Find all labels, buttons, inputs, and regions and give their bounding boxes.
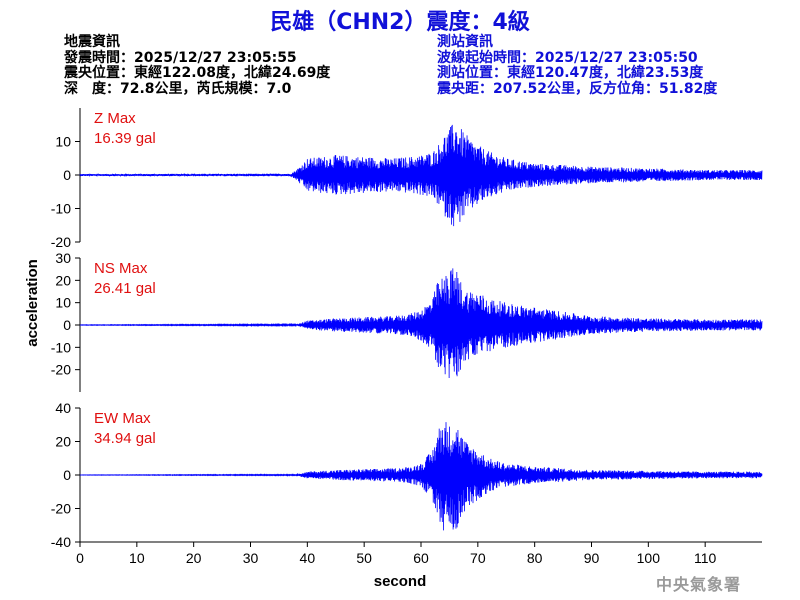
- x-tick-label: 100: [637, 550, 661, 566]
- y-axis-label: acceleration: [24, 259, 41, 347]
- y-tick-label-ew: -40: [51, 534, 71, 550]
- x-tick-label: 90: [584, 550, 600, 566]
- x-tick-label: 70: [470, 550, 486, 566]
- waveform-ew: [79, 422, 763, 531]
- y-tick-label-z: 0: [63, 167, 71, 183]
- x-tick-label: 110: [694, 550, 717, 566]
- y-tick-label-z: -10: [51, 201, 71, 217]
- x-tick-label: 0: [76, 550, 84, 566]
- origin-time: 發震時間：2025/12/27 23:05:55: [64, 49, 297, 66]
- max-value-ns: 26.41 gal: [94, 280, 156, 297]
- y-tick-label-ns: -10: [51, 339, 71, 355]
- wave-start-time: 波線起始時間：2025/12/27 23:05:50: [437, 49, 698, 66]
- y-tick-label-z: 10: [55, 134, 71, 150]
- y-tick-label-z: -20: [51, 234, 71, 250]
- x-axis-label: second: [374, 573, 427, 590]
- chart-title: 民雄（CHN2）震度：4級: [270, 10, 530, 35]
- component-label-ew: EW Max: [94, 410, 151, 427]
- y-tick-label-ew: 20: [55, 434, 71, 450]
- x-axis: 0 10 20 30 40 50 60 70 80 90 100 110: [76, 541, 762, 566]
- waveform-z: [79, 124, 763, 227]
- y-tick-label-ns: 30: [55, 250, 71, 266]
- earthquake-info-heading: 地震資訊: [64, 34, 120, 50]
- x-tick-label: 50: [356, 550, 372, 566]
- agency-watermark: 中央氣象署: [656, 575, 742, 594]
- max-value-z: 16.39 gal: [94, 130, 156, 147]
- x-tick-label: 10: [129, 550, 145, 566]
- y-tick-label-ns: 10: [55, 295, 71, 311]
- x-tick-label: 80: [527, 550, 543, 566]
- panel-ns: -20 -10 0 10 20 30 NS Max 26.41 gal: [51, 250, 763, 392]
- waveform-ns: [79, 268, 763, 379]
- x-tick-label: 40: [300, 550, 316, 566]
- panel-ew: -40 -20 0 20 40 EW Max 34.94 gal: [51, 400, 763, 550]
- station-location: 測站位置：東經120.47度，北緯23.53度: [437, 65, 704, 81]
- y-tick-label-ew: -20: [51, 501, 71, 517]
- earthquake-info: 地震資訊 發震時間：2025/12/27 23:05:55 震央位置：東經122…: [64, 34, 331, 97]
- y-tick-label-ns: 0: [63, 317, 71, 333]
- epicentral-distance: 震央距：207.52公里，反方位角：51.82度: [437, 80, 718, 97]
- x-tick-label: 60: [413, 550, 429, 566]
- max-value-ew: 34.94 gal: [94, 430, 156, 447]
- x-tick-label: 20: [186, 550, 202, 566]
- x-tick-label: 30: [243, 550, 259, 566]
- component-label-ns: NS Max: [94, 260, 148, 277]
- y-tick-label-ns: 20: [55, 272, 71, 288]
- y-tick-label-ew: 40: [55, 400, 71, 416]
- component-label-z: Z Max: [94, 110, 136, 127]
- depth-magnitude: 深 度：72.8公里，芮氏規模：7.0: [64, 80, 292, 97]
- station-info: 測站資訊 波線起始時間：2025/12/27 23:05:50 測站位置：東經1…: [437, 34, 718, 97]
- epicenter-location: 震央位置：東經122.08度，北緯24.69度: [64, 65, 331, 81]
- station-info-heading: 測站資訊: [437, 34, 493, 50]
- y-tick-label-ns: -20: [51, 362, 71, 378]
- panel-z: -20 -10 0 10 Z Max 16.39 gal: [51, 108, 763, 250]
- y-tick-label-ew: 0: [63, 467, 71, 483]
